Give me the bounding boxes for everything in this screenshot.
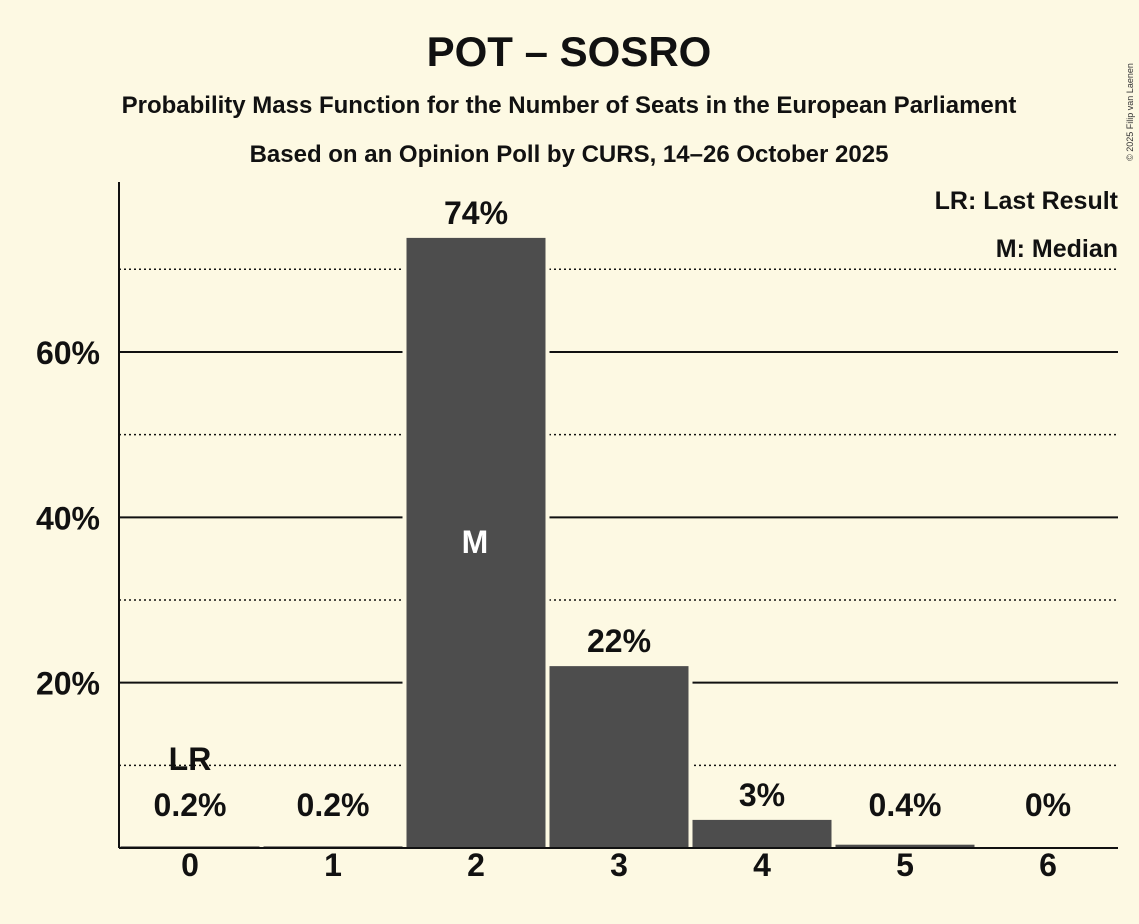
x-tick-label: 6 — [1039, 847, 1057, 883]
median-marker: M — [462, 524, 489, 560]
copyright-notice: © 2025 Filip van Laenen — [1125, 63, 1135, 161]
x-tick-label: 3 — [610, 847, 628, 883]
bar-seats-4 — [692, 819, 832, 848]
y-tick-label: 40% — [36, 500, 100, 536]
last-result-marker: LR — [169, 741, 212, 777]
grid-lines: 20% 40% 60% — [36, 268, 1118, 767]
bar-seats-5 — [835, 844, 975, 848]
chart-subtitle: Probability Mass Function for the Number… — [122, 92, 1017, 119]
value-label: 0.2% — [297, 787, 370, 823]
x-tick-label: 2 — [467, 847, 485, 883]
chart-title: POT – SOSRO — [427, 28, 712, 75]
value-label: 22% — [587, 623, 651, 659]
value-label: 74% — [444, 195, 508, 231]
value-label: 0.4% — [869, 787, 942, 823]
bar-seats-3 — [549, 666, 689, 848]
value-label: 0% — [1025, 787, 1071, 823]
legend-median: M: Median — [996, 235, 1118, 263]
bar-halo — [116, 842, 264, 848]
x-tick-label: 4 — [753, 847, 771, 883]
x-tick-label: 0 — [181, 847, 199, 883]
value-labels: 0.2% 0 LR 0.2% 1 74% 2 M 22% 3 3% 4 0.4% 5 0% 6 — [154, 195, 1072, 883]
value-label: 0.2% — [154, 787, 227, 823]
y-tick-label: 60% — [36, 335, 100, 371]
bars — [116, 233, 979, 849]
legend-last-result: LR: Last Result — [935, 187, 1119, 215]
x-tick-label: 1 — [324, 847, 342, 883]
chart-subtitle-poll: Based on an Opinion Poll by CURS, 14–26 … — [250, 141, 889, 168]
bar-halo — [831, 840, 979, 848]
value-label: 3% — [739, 777, 785, 813]
bar-seats-2 — [406, 237, 546, 849]
y-tick-label: 20% — [36, 666, 100, 702]
x-tick-label: 5 — [896, 847, 914, 883]
axes — [118, 182, 1118, 849]
bar-halo — [259, 842, 407, 848]
